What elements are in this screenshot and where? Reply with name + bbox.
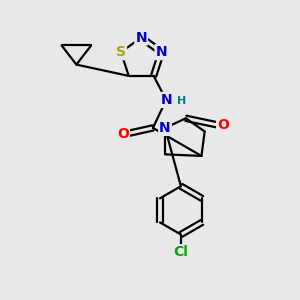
Text: S: S — [116, 45, 126, 59]
Text: N: N — [135, 31, 147, 44]
Text: N: N — [159, 121, 171, 135]
Text: O: O — [217, 118, 229, 132]
Text: N: N — [160, 93, 172, 107]
Text: N: N — [155, 45, 167, 59]
Text: O: O — [117, 127, 129, 141]
Text: H: H — [176, 96, 186, 106]
Text: Cl: Cl — [173, 245, 188, 259]
